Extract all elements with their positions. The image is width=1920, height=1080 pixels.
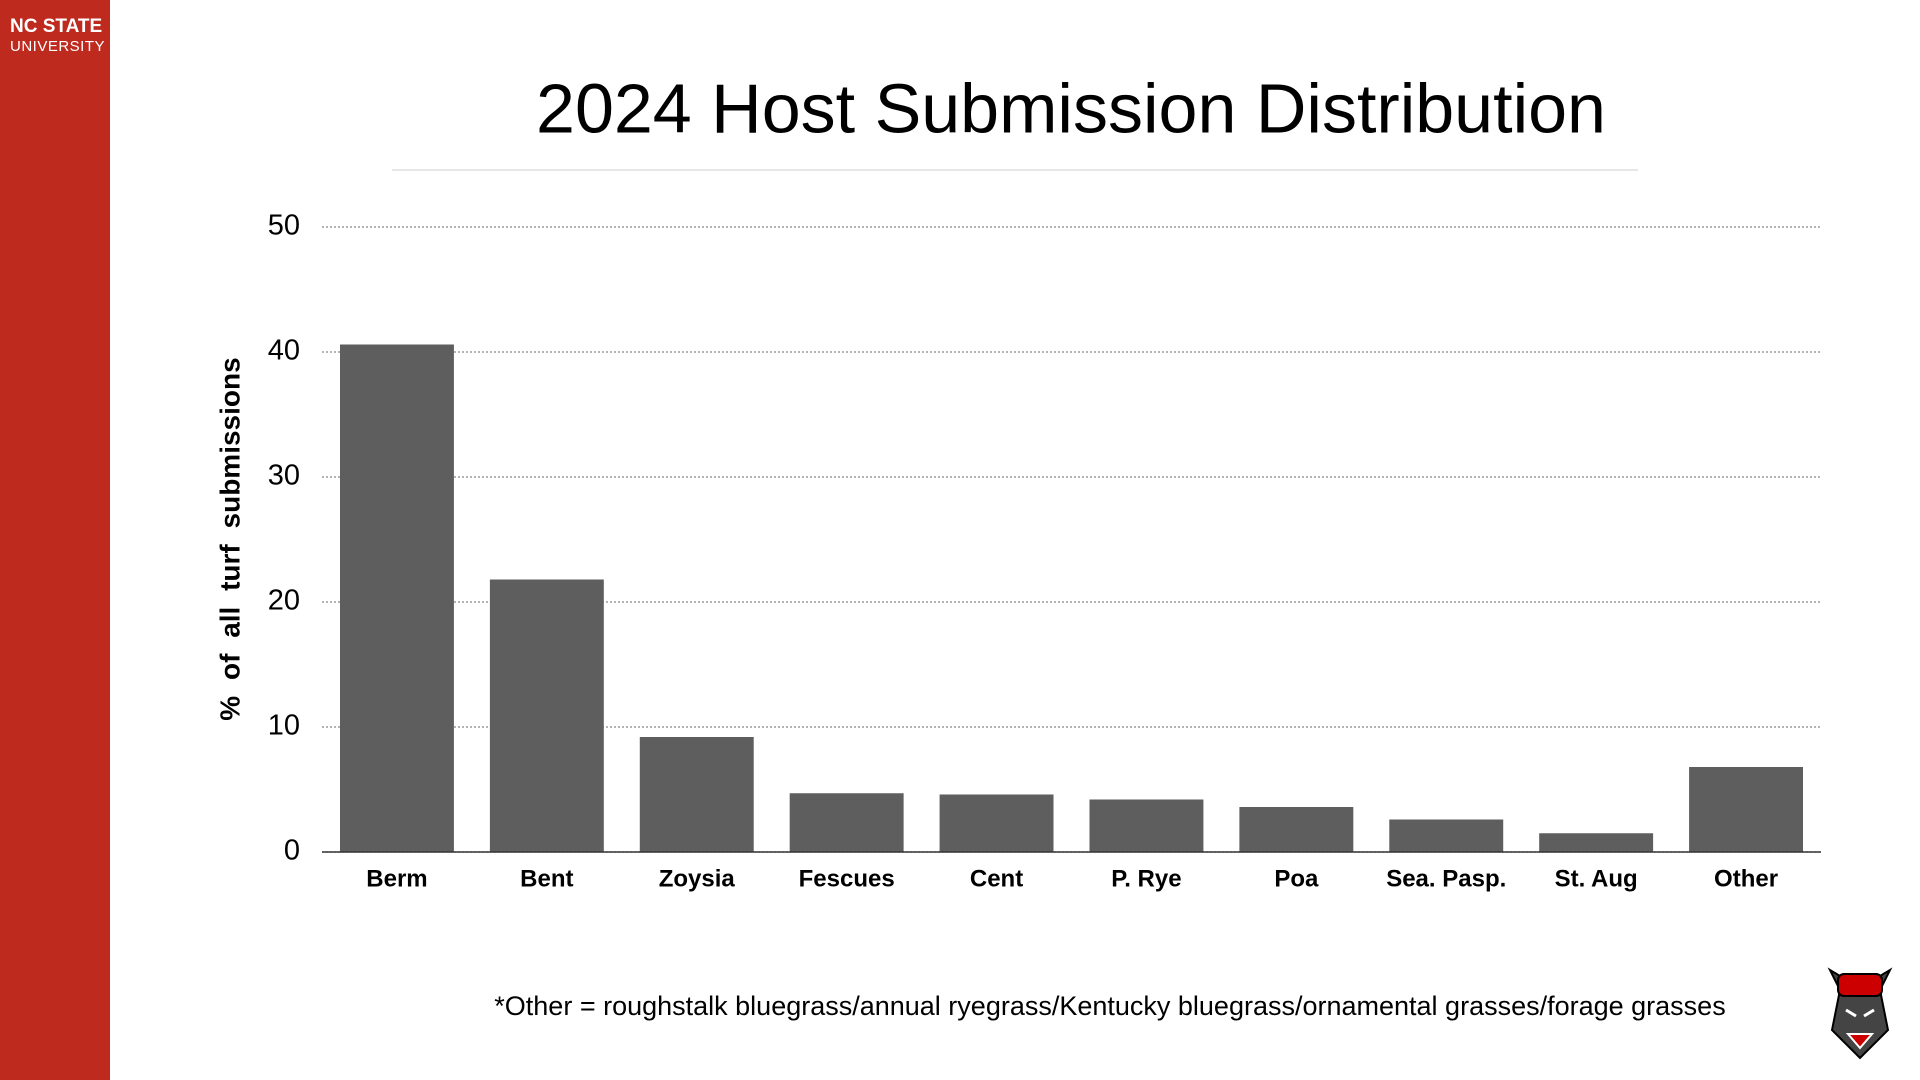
bar	[639, 737, 754, 852]
bar	[1089, 799, 1204, 852]
x-tick-label: Zoysia	[659, 865, 736, 892]
chart-title: 2024 Host Submission Distribution	[536, 69, 1606, 147]
x-tick-label: Sea. Pasp.	[1386, 865, 1506, 892]
x-tick-label: P. Rye	[1111, 865, 1181, 892]
y-tick-label: 30	[268, 460, 300, 492]
bar	[1539, 833, 1654, 852]
brand-name: NC STATE	[10, 16, 102, 37]
x-tick-label: Fescues	[799, 865, 895, 892]
x-tick-label: Bent	[520, 865, 573, 892]
side-bar	[0, 0, 110, 1080]
x-tick-label: St. Aug	[1555, 865, 1638, 892]
y-tick-label: 0	[284, 835, 300, 867]
bar	[939, 794, 1054, 852]
x-tick-label: Cent	[970, 865, 1023, 892]
y-tick-label: 50	[268, 210, 300, 242]
y-tick-label: 40	[268, 335, 300, 367]
y-tick-label: 20	[268, 585, 300, 617]
brand-sub: UNIVERSITY	[10, 38, 105, 55]
x-tick-label: Berm	[366, 865, 427, 892]
bar	[489, 579, 604, 852]
mascot-logo	[1827, 967, 1893, 1060]
bar	[1689, 767, 1804, 852]
bar	[1239, 807, 1354, 852]
bar	[789, 793, 904, 852]
footnote: *Other = roughstalk bluegrass/annual rye…	[494, 991, 1725, 1021]
bar	[339, 344, 454, 852]
y-axis-label: % of all turf submissions	[214, 357, 245, 720]
bar	[1389, 819, 1504, 852]
x-tick-label: Poa	[1274, 865, 1319, 892]
x-tick-label: Other	[1714, 865, 1778, 892]
y-tick-label: 10	[268, 710, 300, 742]
